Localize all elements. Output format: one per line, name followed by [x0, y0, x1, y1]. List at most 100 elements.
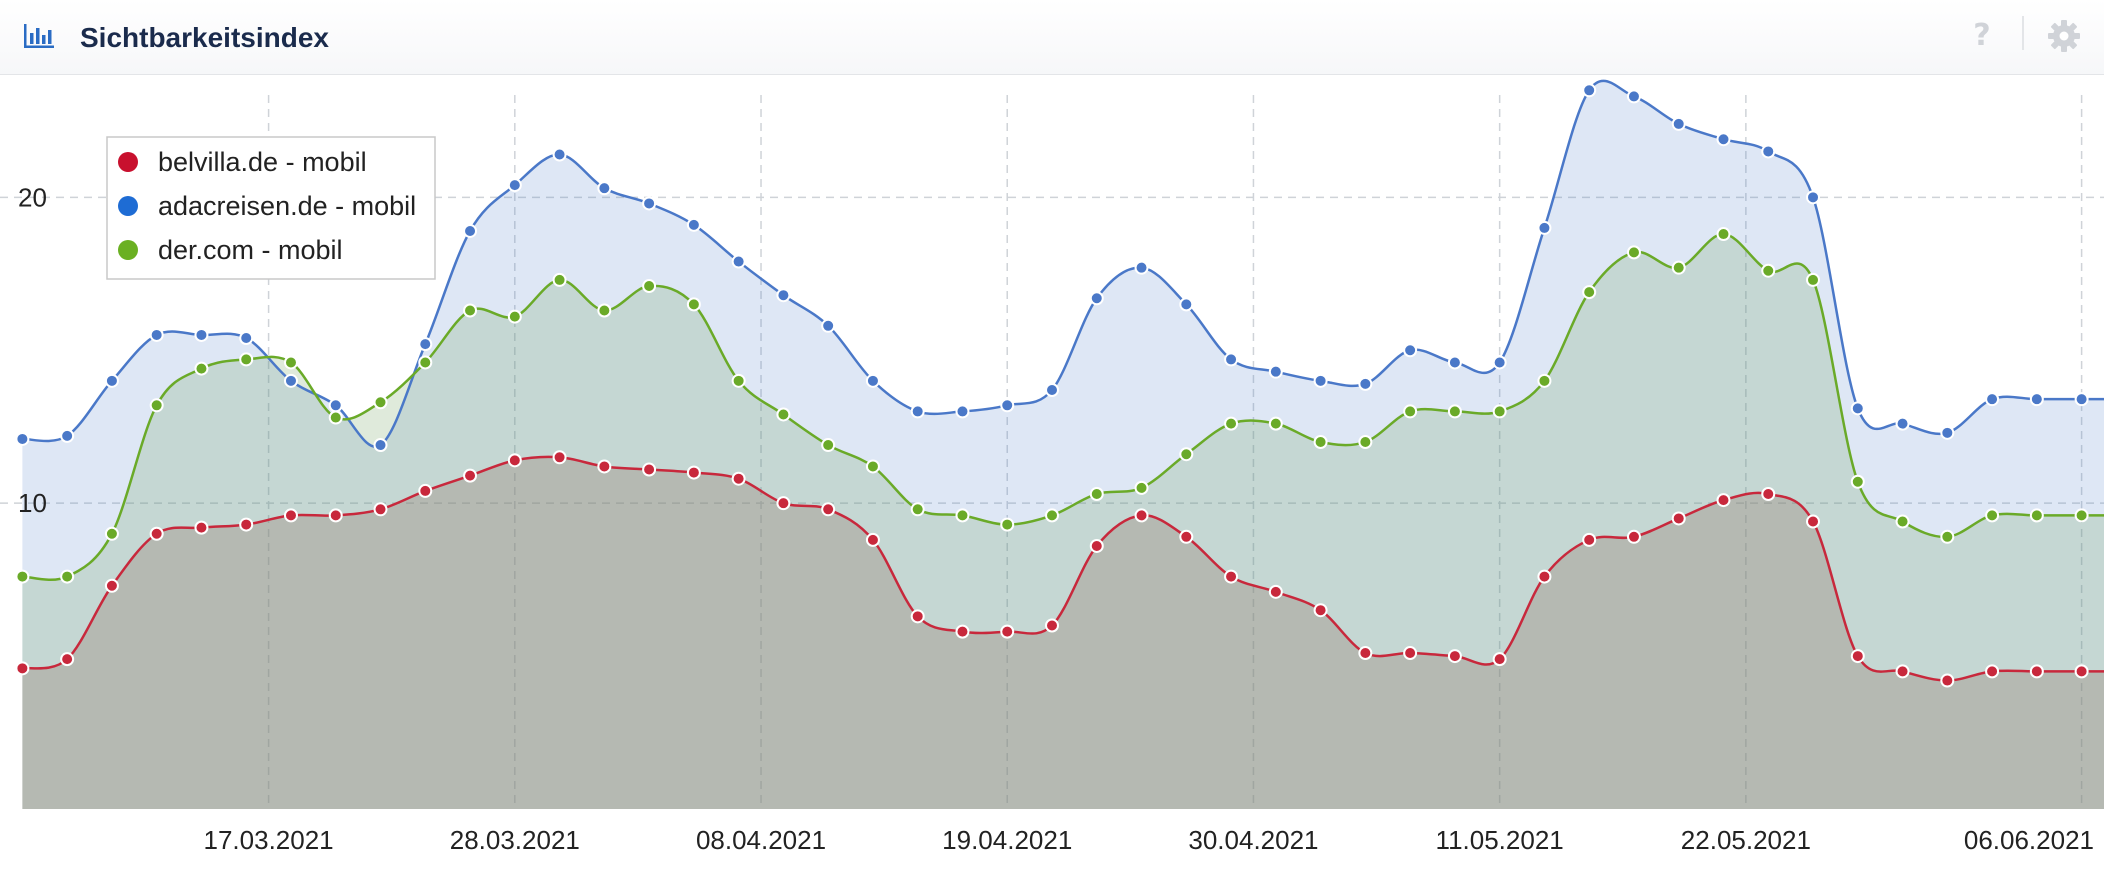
data-point — [239, 517, 254, 532]
data-point — [194, 520, 209, 535]
data-point — [1850, 401, 1865, 416]
data-point — [776, 288, 791, 303]
x-tick-label: 11.05.2021 — [1436, 825, 1564, 855]
data-point — [731, 471, 746, 486]
data-point — [1806, 272, 1821, 287]
x-tick-label: 28.03.2021 — [450, 825, 580, 855]
data-point — [1447, 404, 1462, 419]
data-point — [283, 508, 298, 523]
data-point — [1268, 584, 1283, 599]
data-point — [104, 526, 119, 541]
data-point — [1985, 664, 2000, 679]
data-point — [1045, 618, 1059, 633]
legend-entry: der.com - mobil — [158, 235, 343, 265]
data-point — [1761, 144, 1776, 159]
data-point — [1358, 435, 1373, 449]
data-point — [1313, 435, 1328, 449]
data-point — [1179, 297, 1194, 312]
series-area-1 — [22, 234, 2104, 809]
x-tick-label: 17.03.2021 — [204, 825, 334, 855]
data-point — [1089, 538, 1104, 553]
data-point — [194, 361, 209, 376]
data-point — [1045, 508, 1059, 523]
data-point — [1179, 447, 1194, 462]
data-point — [776, 407, 791, 422]
data-point — [597, 181, 612, 196]
data-point — [1671, 511, 1686, 526]
data-point — [1537, 569, 1552, 584]
x-tick-label: 22.05.2021 — [1681, 825, 1811, 855]
data-point — [1716, 227, 1731, 242]
data-point — [821, 318, 836, 333]
data-point — [955, 404, 970, 419]
data-point — [1045, 383, 1059, 398]
series-line-1 — [22, 232, 2104, 581]
data-point — [1940, 673, 1955, 688]
data-point — [2029, 664, 2044, 679]
data-point — [821, 502, 836, 517]
tick-layer: 10 20 17.03.2021 28.03.2021 08.04.2021 19.04.… — [18, 182, 2094, 855]
data-point — [1089, 291, 1104, 306]
header-divider — [2022, 16, 2024, 50]
help-icon[interactable]: ? — [1973, 18, 1991, 53]
data-point — [2074, 508, 2089, 523]
data-point — [1403, 343, 1418, 358]
data-point — [1000, 398, 1015, 413]
data-point — [507, 309, 522, 324]
data-point — [463, 303, 478, 318]
data-point — [1000, 517, 1015, 532]
data-point — [1582, 83, 1597, 98]
data-point — [552, 147, 567, 162]
data-point — [1224, 352, 1239, 367]
data-point — [731, 373, 746, 388]
data-point — [642, 279, 657, 294]
data-point — [328, 410, 343, 425]
data-point — [865, 459, 880, 474]
data-point — [2029, 508, 2044, 523]
x-tick-label: 06.06.2021 — [1964, 825, 2094, 855]
data-point — [821, 438, 836, 453]
data-point — [1358, 376, 1373, 391]
data-point — [865, 373, 880, 388]
x-tick-label: 08.04.2021 — [696, 825, 826, 855]
data-point — [1626, 529, 1641, 544]
data-point — [776, 496, 791, 511]
data-point — [1179, 529, 1194, 544]
gear-icon[interactable] — [2047, 19, 2081, 53]
data-point — [418, 355, 433, 370]
data-point — [1358, 646, 1373, 661]
y-tick-label: 10 — [18, 488, 47, 518]
data-point — [910, 404, 925, 419]
data-point — [731, 254, 746, 269]
data-point — [1447, 355, 1462, 370]
data-point — [104, 373, 119, 388]
data-point — [1895, 416, 1910, 431]
data-point — [1268, 416, 1283, 431]
data-point — [1134, 260, 1149, 275]
data-point — [463, 223, 478, 238]
data-point — [955, 508, 970, 523]
data-point — [15, 569, 30, 584]
data-point — [1582, 285, 1597, 300]
data-point — [1447, 649, 1462, 664]
data-point — [552, 272, 567, 287]
data-point — [597, 303, 612, 318]
data-point — [1582, 532, 1597, 547]
data-point — [104, 578, 119, 593]
data-point — [149, 526, 164, 541]
data-point — [2074, 664, 2089, 679]
data-point — [1940, 529, 1955, 544]
data-point — [1492, 652, 1507, 667]
data-point — [1492, 404, 1507, 419]
data-point — [1224, 569, 1239, 584]
series-area-2 — [22, 456, 2104, 809]
data-point — [686, 465, 701, 480]
data-point — [239, 352, 254, 367]
data-point — [1671, 116, 1686, 131]
data-point — [1492, 355, 1507, 370]
data-point — [507, 453, 522, 468]
legend-marker — [118, 152, 138, 172]
data-point — [597, 459, 612, 474]
data-point — [1761, 486, 1776, 501]
